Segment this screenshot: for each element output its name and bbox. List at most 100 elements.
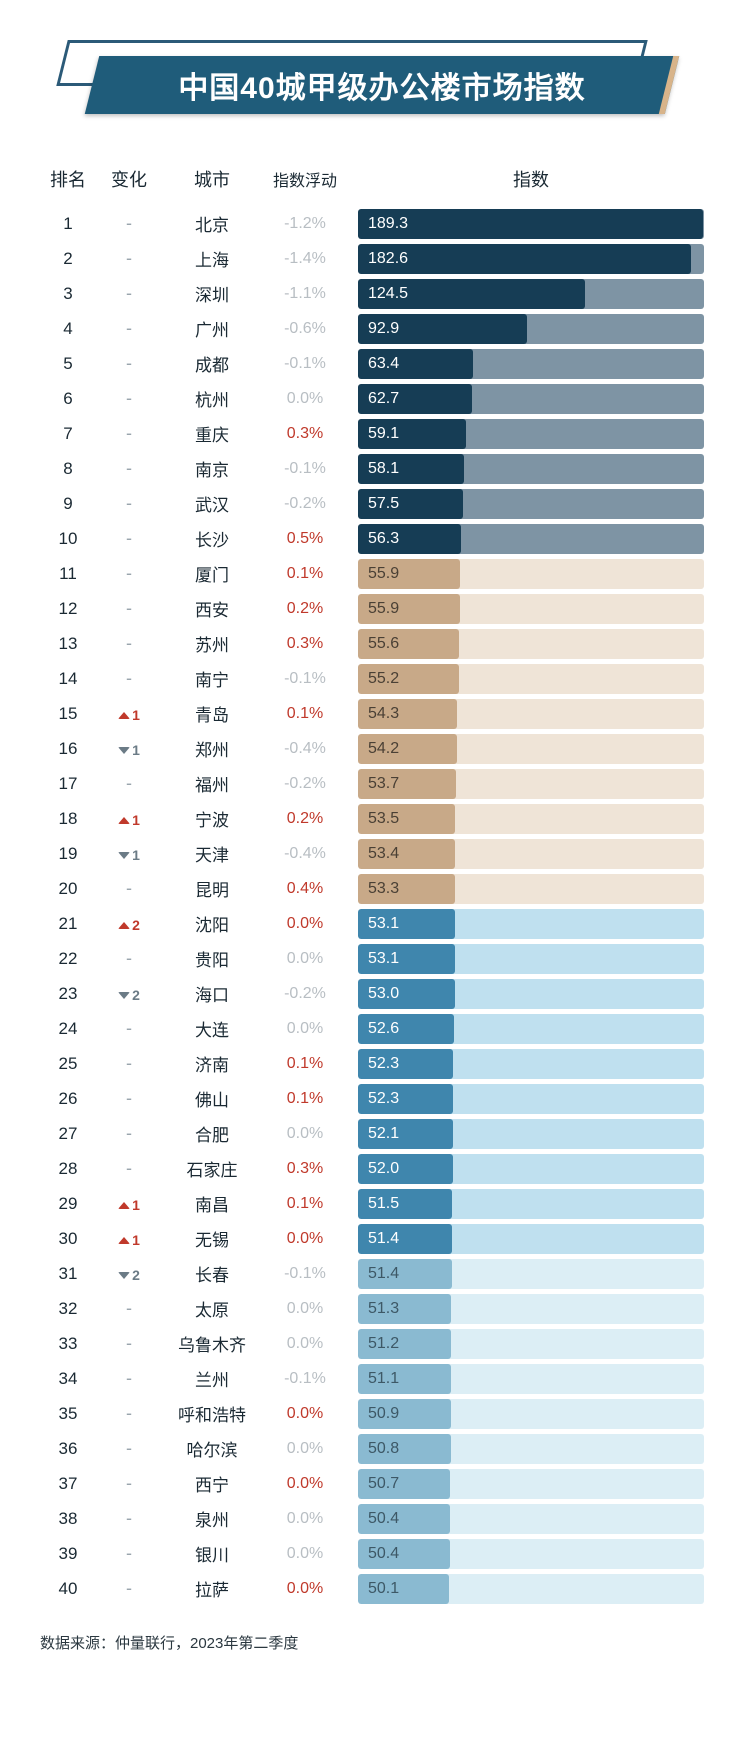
cell-float: 0.4%	[262, 880, 348, 898]
bar-value-label: 56.3	[368, 524, 399, 554]
cell-float: 0.0%	[262, 1510, 348, 1528]
change-none-icon: -	[126, 1473, 132, 1493]
cell-change: -	[96, 1473, 162, 1494]
change-none-icon: -	[126, 353, 132, 373]
header-rank: 排名	[40, 166, 96, 192]
cell-change: -	[96, 773, 162, 794]
cell-float: 0.0%	[262, 915, 348, 933]
cell-bar: 50.7	[348, 1469, 704, 1499]
cell-float: 0.1%	[262, 565, 348, 583]
bar-value-label: 52.3	[368, 1084, 399, 1114]
cell-change: -	[96, 633, 162, 654]
cell-rank: 15	[40, 704, 96, 724]
cell-change: -	[96, 1123, 162, 1144]
cell-rank: 13	[40, 634, 96, 654]
change-down-indicator: 2	[118, 1267, 140, 1283]
cell-bar: 58.1	[348, 454, 704, 484]
cell-rank: 17	[40, 774, 96, 794]
cell-rank: 31	[40, 1264, 96, 1284]
cell-bar: 59.1	[348, 419, 704, 449]
cell-city: 大连	[162, 1016, 262, 1041]
bar-track: 55.6	[358, 629, 704, 659]
change-none-icon: -	[126, 1368, 132, 1388]
cell-rank: 5	[40, 354, 96, 374]
cell-float: -0.1%	[262, 1370, 348, 1388]
cell-bar: 62.7	[348, 384, 704, 414]
cell-bar: 54.3	[348, 699, 704, 729]
table-row: 1-北京-1.2%189.3	[40, 206, 704, 241]
cell-city: 福州	[162, 771, 262, 796]
bar-track: 52.6	[358, 1014, 704, 1044]
cell-change: -	[96, 318, 162, 339]
bar-value-label: 53.3	[368, 874, 399, 904]
cell-rank: 8	[40, 459, 96, 479]
cell-float: 0.0%	[262, 1475, 348, 1493]
bar-track: 57.5	[358, 489, 704, 519]
change-none-icon: -	[126, 1508, 132, 1528]
cell-city: 济南	[162, 1051, 262, 1076]
cell-float: 0.0%	[262, 1440, 348, 1458]
change-amount: 1	[132, 1232, 140, 1248]
cell-rank: 27	[40, 1124, 96, 1144]
cell-bar: 54.2	[348, 734, 704, 764]
bar-value-label: 63.4	[368, 349, 399, 379]
caret-up-icon	[118, 817, 130, 824]
cell-rank: 6	[40, 389, 96, 409]
cell-float: -0.1%	[262, 355, 348, 373]
change-none-icon: -	[126, 388, 132, 408]
cell-float: -0.6%	[262, 320, 348, 338]
bar-track: 124.5	[358, 279, 704, 309]
caret-down-icon	[118, 1272, 130, 1279]
caret-up-icon	[118, 712, 130, 719]
table-row: 13-苏州0.3%55.6	[40, 626, 704, 661]
table-row: 32-太原0.0%51.3	[40, 1291, 704, 1326]
bar-track: 53.0	[358, 979, 704, 1009]
bar-value-label: 182.6	[368, 244, 408, 274]
cell-bar: 51.5	[348, 1189, 704, 1219]
change-none-icon: -	[126, 1333, 132, 1353]
bar-value-label: 50.4	[368, 1539, 399, 1569]
cell-bar: 52.1	[348, 1119, 704, 1149]
change-amount: 2	[132, 1267, 140, 1283]
change-none-icon: -	[126, 493, 132, 513]
bar-value-label: 53.0	[368, 979, 399, 1009]
change-amount: 1	[132, 847, 140, 863]
cell-city: 上海	[162, 246, 262, 271]
cell-rank: 14	[40, 669, 96, 689]
cell-change: -	[96, 213, 162, 234]
cell-bar: 50.9	[348, 1399, 704, 1429]
bar-value-label: 52.6	[368, 1014, 399, 1044]
cell-float: 0.0%	[262, 1580, 348, 1598]
bar-track: 50.7	[358, 1469, 704, 1499]
cell-bar: 55.2	[348, 664, 704, 694]
cell-city: 长沙	[162, 526, 262, 551]
change-none-icon: -	[126, 1018, 132, 1038]
cell-bar: 51.1	[348, 1364, 704, 1394]
data-source: 数据来源：仲量联行，2023年第二季度	[40, 1632, 704, 1653]
cell-city: 石家庄	[162, 1156, 262, 1181]
cell-bar: 53.1	[348, 909, 704, 939]
cell-change: -	[96, 1333, 162, 1354]
bar-value-label: 51.5	[368, 1189, 399, 1219]
table-row: 35-呼和浩特0.0%50.9	[40, 1396, 704, 1431]
table-row: 6-杭州0.0%62.7	[40, 381, 704, 416]
cell-change: -	[96, 388, 162, 409]
bar-track: 50.4	[358, 1504, 704, 1534]
header-float: 指数浮动	[262, 167, 348, 191]
cell-bar: 52.3	[348, 1049, 704, 1079]
cell-bar: 124.5	[348, 279, 704, 309]
cell-float: 0.0%	[262, 390, 348, 408]
table-row: 12-西安0.2%55.9	[40, 591, 704, 626]
table-row: 291南昌0.1%51.5	[40, 1186, 704, 1221]
cell-bar: 56.3	[348, 524, 704, 554]
cell-change: -	[96, 353, 162, 374]
change-down-indicator: 1	[118, 742, 140, 758]
change-up-indicator: 2	[118, 917, 140, 933]
bar-fill	[358, 209, 703, 239]
bar-track: 51.1	[358, 1364, 704, 1394]
change-amount: 1	[132, 1197, 140, 1213]
cell-float: 0.0%	[262, 1230, 348, 1248]
cell-city: 太原	[162, 1296, 262, 1321]
cell-change: -	[96, 1368, 162, 1389]
bar-track: 54.3	[358, 699, 704, 729]
